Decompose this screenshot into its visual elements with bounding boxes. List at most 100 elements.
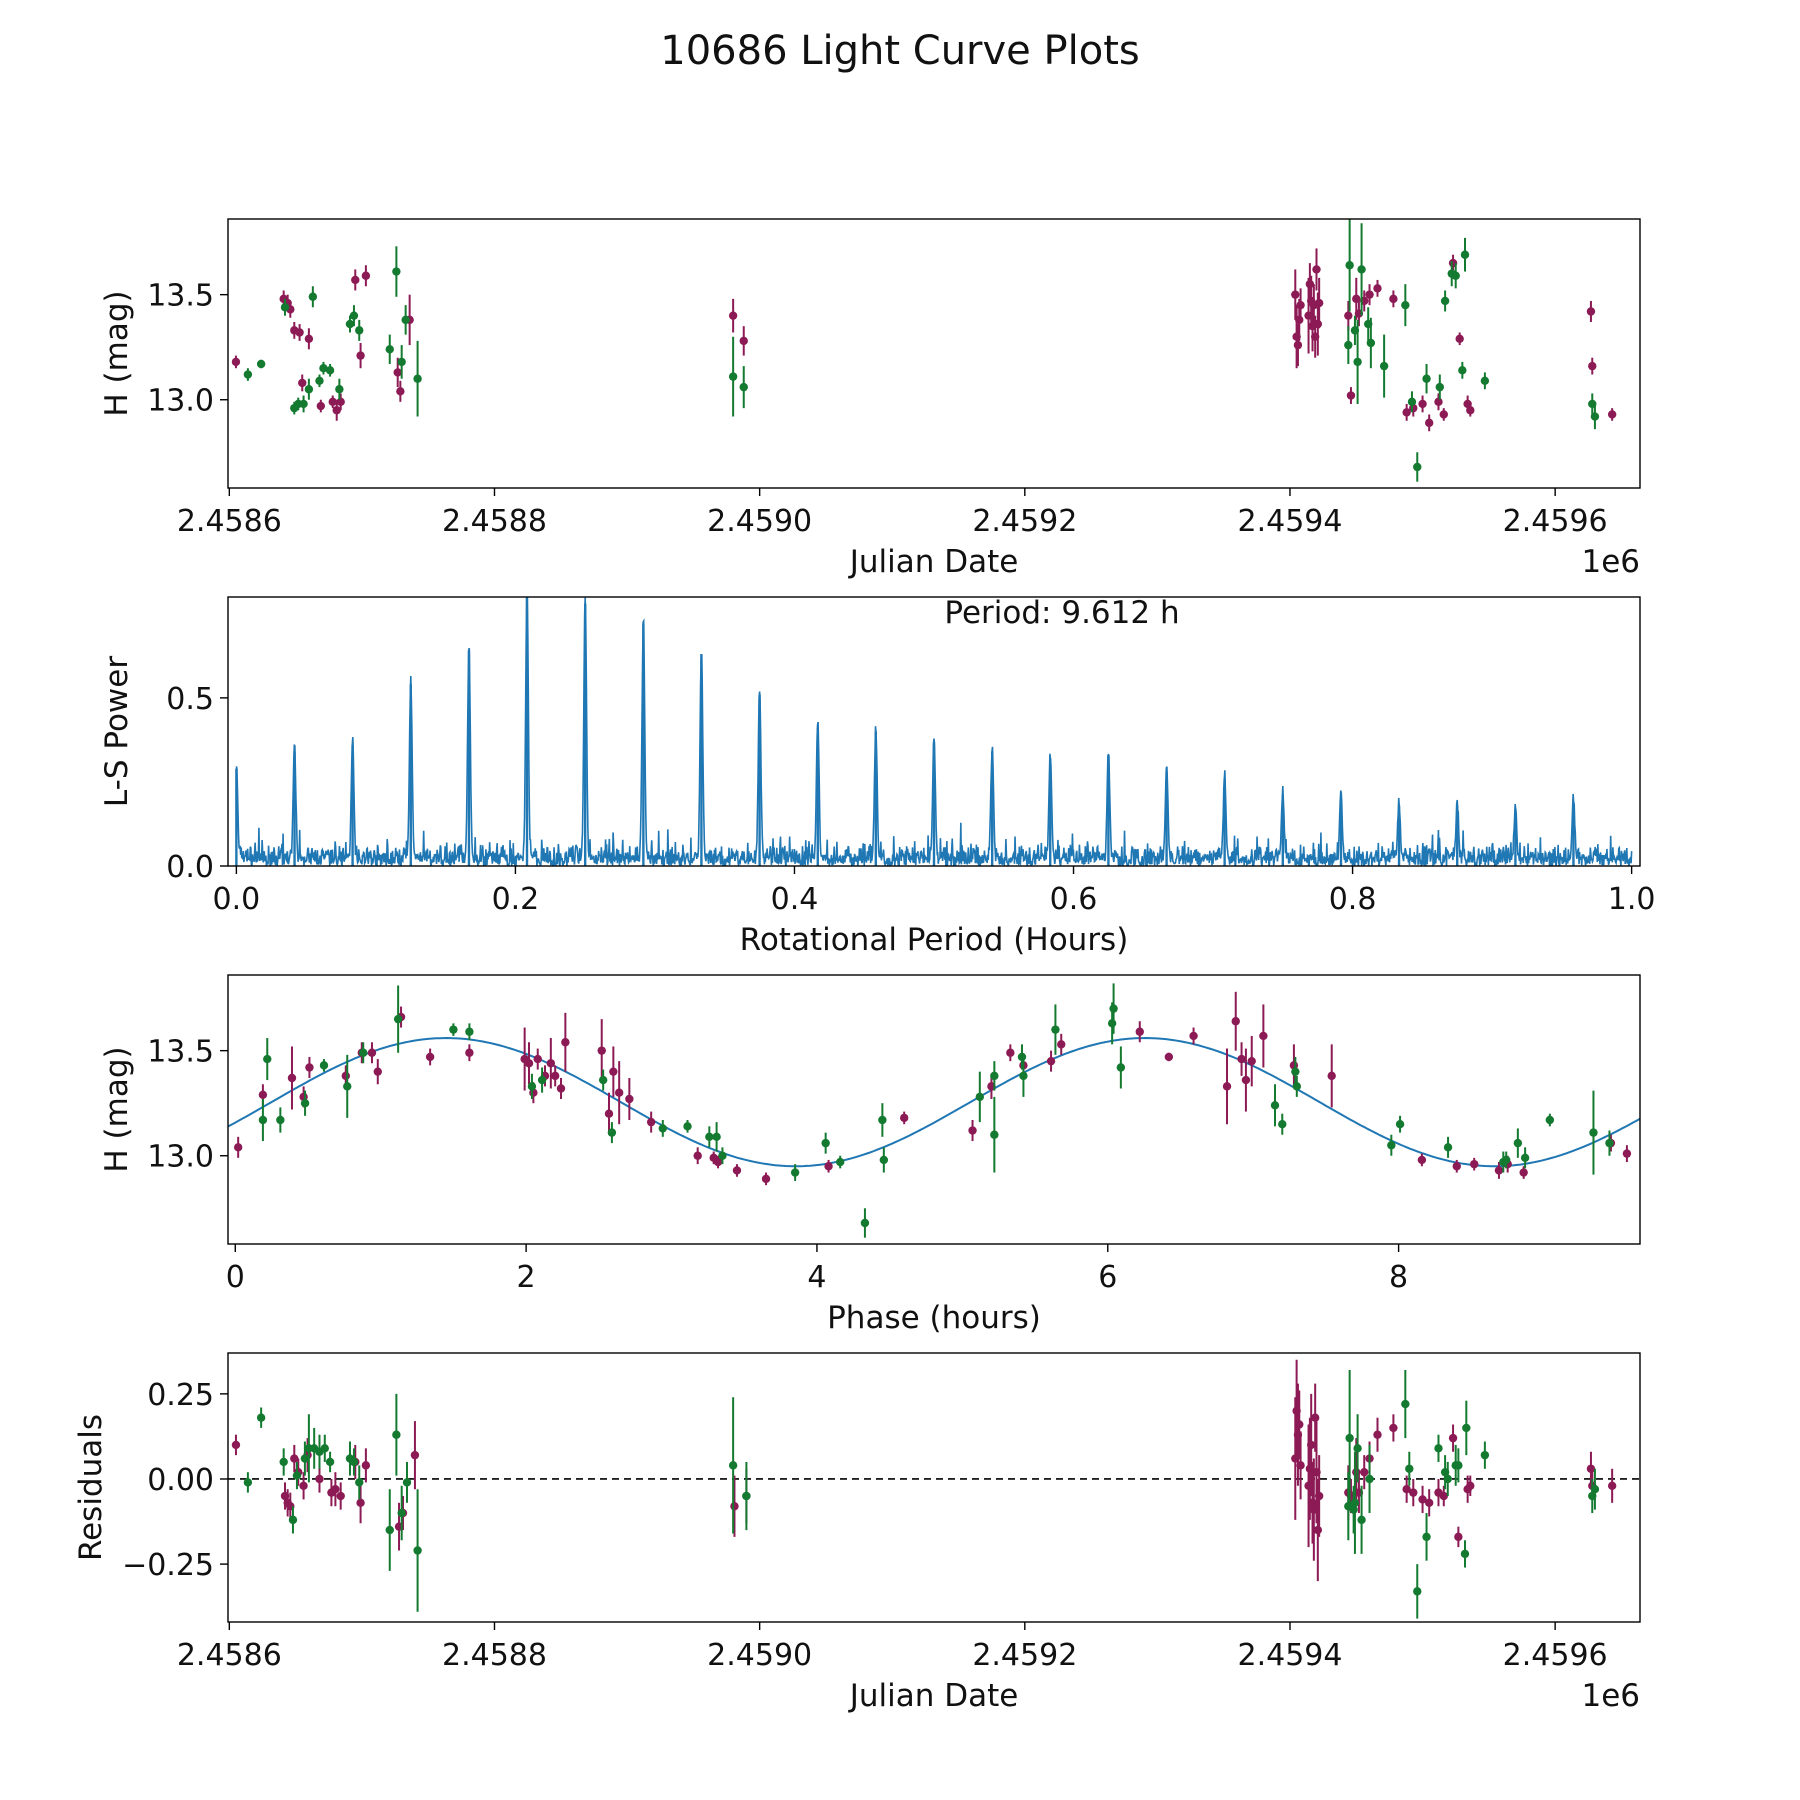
green-point [879, 1155, 889, 1165]
green-point [1460, 250, 1470, 259]
red-point [1389, 294, 1398, 304]
red-point [1314, 298, 1324, 308]
green-point [718, 1151, 727, 1160]
green-point [836, 1157, 845, 1167]
green-point [258, 1115, 268, 1125]
y-axis-label: L-S Power [99, 656, 135, 807]
x-tick-label: 2.4592 [972, 504, 1077, 539]
green-point [256, 1413, 266, 1422]
red-point [1164, 1052, 1174, 1062]
red-point [1259, 1031, 1268, 1041]
green-point [1545, 1115, 1555, 1125]
green-point [1116, 1063, 1126, 1072]
red-point [899, 1113, 909, 1123]
green-point [1589, 1128, 1598, 1137]
red-point [299, 1481, 308, 1490]
x-tick-label: 2.4590 [707, 1638, 812, 1673]
y-tick-label: 0.00 [147, 1463, 214, 1498]
red-point [356, 351, 365, 360]
green-point [1460, 1549, 1470, 1559]
red-point [1402, 1485, 1411, 1494]
red-point [1409, 1488, 1418, 1497]
green-point [320, 1444, 329, 1453]
x-tick-label: 6 [1098, 1260, 1117, 1295]
green-point [1357, 265, 1366, 274]
green-point [1344, 340, 1353, 350]
y-tick-label: 0.25 [147, 1378, 214, 1413]
red-point [524, 1059, 534, 1068]
red-point [1327, 1071, 1336, 1081]
red-point [1057, 1040, 1066, 1049]
green-point [1350, 1498, 1360, 1508]
y-tick-label: 13.0 [147, 1140, 214, 1175]
green-point [315, 376, 324, 386]
x-axis-label: Rotational Period (Hours) [740, 922, 1129, 958]
red-point [1006, 1048, 1015, 1057]
red-point [332, 406, 341, 415]
fit-curve [228, 1036, 1640, 1168]
green-point [343, 1082, 352, 1091]
red-point [1135, 1027, 1144, 1036]
green-point [325, 366, 335, 375]
green-point [349, 1457, 359, 1467]
green-point [397, 1508, 406, 1518]
green-point [705, 1132, 714, 1142]
x-tick-label: 0.0 [213, 882, 261, 917]
y-axis-label: Residuals [73, 1414, 109, 1561]
red-point [1519, 1168, 1528, 1177]
red-point [609, 1067, 618, 1076]
green-point [1513, 1138, 1523, 1148]
red-point [732, 1166, 742, 1175]
red-point [556, 1084, 566, 1093]
x-tick-label: 2.4594 [1237, 1638, 1342, 1673]
red-point [298, 378, 307, 388]
red-point [331, 1485, 340, 1494]
red-point [625, 1094, 634, 1104]
lightcurve-data [231, 219, 1617, 482]
red-point [1466, 1481, 1475, 1490]
x-axis-label: Phase (hours) [827, 1300, 1041, 1336]
red-point [1310, 1413, 1320, 1422]
periodogram-panel: 0.0 0.2 0.4 0.6 0.8 1.0 0.0 0.5 Rotational Perio… [99, 595, 1655, 958]
residuals-data [228, 1359, 1640, 1619]
y-tick-label: 13.0 [147, 384, 214, 419]
green-point [300, 1454, 310, 1463]
red-point [1607, 1481, 1617, 1490]
red-point [367, 1048, 377, 1057]
x-tick-label: 2.4590 [707, 504, 812, 539]
green-point [393, 1014, 403, 1024]
red-point [1306, 1440, 1316, 1450]
green-point [402, 1478, 412, 1487]
red-point [1418, 1495, 1427, 1504]
green-point [728, 372, 738, 381]
green-point [1413, 462, 1422, 472]
green-point [392, 1430, 401, 1439]
green-point [728, 1461, 738, 1470]
green-point [465, 1027, 474, 1036]
red-point [1293, 340, 1303, 350]
y-tick-label: 13.5 [147, 279, 214, 314]
green-point [1454, 1461, 1463, 1470]
green-point [288, 1515, 298, 1525]
red-point [614, 1088, 624, 1097]
green-point [1440, 296, 1450, 306]
red-point [233, 1143, 243, 1152]
red-point [341, 1071, 350, 1081]
green-point [308, 292, 318, 301]
green-point [413, 1546, 422, 1555]
red-point [1046, 1056, 1056, 1066]
green-point [1443, 1143, 1453, 1152]
y-axis-label: H (mag) [99, 290, 135, 416]
green-point [243, 1478, 253, 1487]
green-point [739, 382, 748, 392]
green-point [1366, 338, 1376, 348]
green-point [256, 359, 266, 369]
green-point [1365, 1474, 1374, 1484]
green-point [319, 1061, 329, 1070]
x-tick-label: 0 [226, 1260, 245, 1295]
green-point [1458, 366, 1467, 375]
periodogram-frame [227, 596, 1641, 867]
y-axis-label: H (mag) [99, 1046, 135, 1172]
